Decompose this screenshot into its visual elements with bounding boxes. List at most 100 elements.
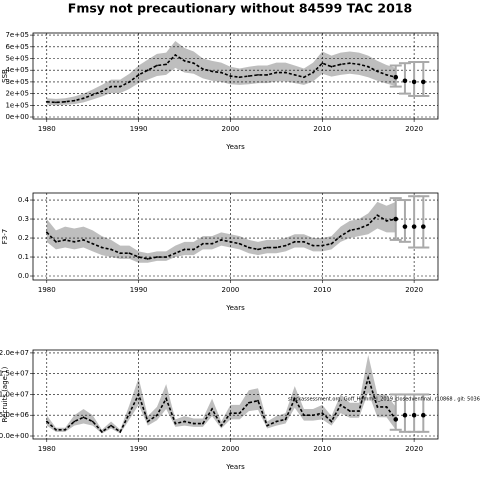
estimate-point [229,75,232,77]
estimate-point [220,424,223,427]
y-tick-label: 0e+00 [5,113,29,121]
y-axis-label: F3-7 [1,229,9,244]
estimate-point [247,75,250,77]
x-axis-label: Years [225,463,245,471]
estimate-point [201,242,204,245]
x-tick-label: 1990 [130,445,148,453]
estimate-point [275,420,278,423]
estimate-point [119,252,122,255]
estimate-point [257,399,259,402]
y-tick-label: 0.3 [18,215,29,223]
y-tick-label: 0.1 [18,253,29,261]
estimate-point [119,430,122,433]
x-tick-label: 1980 [38,445,56,453]
y-tick-label: 1e+05 [5,101,29,109]
y-tick-label: 5.0e+06 [0,411,30,419]
x-tick-label: 1980 [38,286,56,294]
estimate-point [45,100,48,103]
estimate-point [220,239,223,241]
estimate-point [376,214,379,217]
estimate-point [91,420,94,423]
x-tick-label: 2000 [222,125,240,133]
estimate-point [266,73,269,76]
estimate-point [284,244,287,247]
estimate-point [257,248,259,251]
estimate-point [275,246,278,249]
estimate-point [128,252,131,255]
confidence-band [46,201,396,263]
estimate-point [367,65,370,68]
estimate-point [156,64,158,67]
estimate-point [330,420,333,423]
estimate-point [137,73,140,76]
estimate-point [257,73,259,76]
estimate-point [358,63,360,66]
estimate-point [128,81,131,83]
estimate-point [293,397,296,400]
estimate-point [367,223,370,226]
y-tick-label: 2.0e+07 [0,349,29,357]
estimate-point [293,73,296,76]
estimate-point [303,414,305,417]
estimate-point [183,248,186,251]
estimate-point [174,54,177,56]
estimate-point [192,248,195,251]
estimate-point [64,239,67,241]
y-tick-label: 0.0 [18,272,29,280]
estimate-point [174,422,177,425]
y-tick-label: 5e+05 [5,55,29,63]
estimate-point [146,69,149,72]
estimate-point [192,422,195,425]
estimate-point [348,62,351,65]
estimate-point [339,403,342,406]
estimate-point [330,65,333,68]
x-tick-label: 1980 [38,125,56,133]
estimate-point [385,73,388,76]
estimate-point [385,220,388,222]
estimate-point [64,428,67,431]
y-tick-label: 7e+05 [5,31,29,39]
projection-point [421,412,426,418]
confidence-band [46,354,396,434]
x-tick-label: 2020 [405,286,423,294]
estimate-point [376,406,379,408]
estimate-point [100,90,103,93]
projection-point [402,412,408,418]
y-tick-label: 0.0e+00 [0,432,29,440]
y-axis-label: Recruits (age 1) [1,366,9,422]
estimate-point [284,71,287,74]
panel: 0.0e+00 5.0e+06 1.0e+07 1.5e+07 2.0e+07 1980 1… [0,349,480,471]
y-tick-label: 1.0e+07 [0,390,29,398]
x-tick-label: 1990 [130,286,148,294]
projection-point [402,224,408,229]
estimate-point [358,227,360,230]
estimate-point [64,100,67,103]
estimate-point [110,85,112,88]
estimate-point [229,240,232,243]
estimate-point [91,242,94,245]
estimate-point [192,62,195,65]
estimate-point [312,71,315,74]
estimate-point [146,420,149,423]
estimate-point [137,256,140,258]
estimate-point [303,76,305,79]
estimate-point [165,63,168,66]
estimate-point [183,59,186,62]
estimate-point [156,256,158,258]
projection-point [421,79,426,85]
estimate-point [339,235,342,238]
estimate-point [321,62,324,65]
estimate-point [348,410,351,412]
estimate-point [73,240,76,243]
estimate-point [312,414,315,417]
plot-frame [32,192,439,281]
estimate-point [238,412,241,415]
estimate-point [128,412,131,415]
estimate-point [100,246,103,249]
projection-point [411,224,417,229]
y-tick-label: 4e+05 [5,66,29,74]
plot-area [33,33,438,119]
y-tick-label: 0.4 [18,196,30,204]
estimate-point [119,85,122,88]
